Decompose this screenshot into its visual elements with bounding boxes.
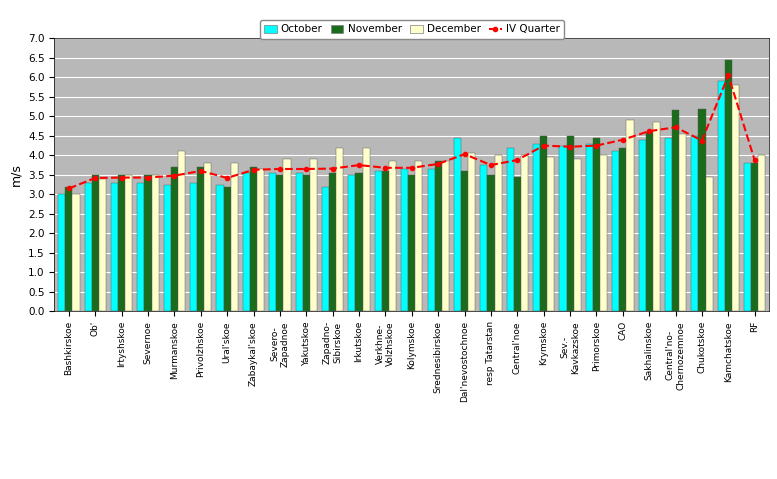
Bar: [593, 138, 600, 311]
Bar: [679, 134, 686, 311]
Bar: [699, 109, 706, 311]
Bar: [152, 175, 159, 311]
Bar: [547, 157, 554, 311]
Bar: [270, 173, 277, 311]
Bar: [416, 161, 423, 311]
Bar: [231, 163, 238, 311]
Bar: [329, 173, 336, 311]
Bar: [125, 175, 132, 311]
Bar: [533, 144, 540, 311]
Bar: [468, 153, 476, 311]
Bar: [665, 138, 672, 311]
Bar: [277, 175, 284, 311]
Bar: [619, 148, 626, 311]
Bar: [718, 81, 725, 311]
Bar: [204, 163, 211, 311]
Bar: [566, 136, 573, 311]
Bar: [751, 163, 758, 311]
Bar: [164, 184, 171, 311]
Bar: [92, 175, 99, 311]
Bar: [65, 186, 72, 311]
Bar: [626, 120, 633, 311]
Bar: [284, 159, 291, 311]
Bar: [217, 184, 224, 311]
Bar: [454, 138, 461, 311]
Bar: [171, 167, 178, 311]
Bar: [58, 194, 65, 311]
Bar: [540, 136, 547, 311]
Bar: [461, 171, 468, 311]
Bar: [521, 155, 528, 311]
Bar: [295, 173, 303, 311]
Bar: [732, 85, 739, 311]
Bar: [480, 165, 487, 311]
Bar: [243, 173, 250, 311]
Bar: [303, 175, 310, 311]
Bar: [672, 111, 679, 311]
Bar: [322, 186, 329, 311]
Bar: [612, 151, 619, 311]
Bar: [706, 177, 713, 311]
Bar: [250, 167, 257, 311]
Bar: [336, 148, 343, 311]
Bar: [99, 179, 106, 311]
Bar: [389, 161, 396, 311]
Bar: [514, 177, 521, 311]
Bar: [507, 148, 514, 311]
Bar: [586, 144, 593, 311]
Bar: [434, 161, 442, 311]
Bar: [257, 169, 264, 311]
Legend: October, November, December, IV Quarter: October, November, December, IV Quarter: [260, 20, 564, 39]
Bar: [85, 182, 92, 311]
Bar: [401, 169, 408, 311]
Bar: [494, 155, 502, 311]
Bar: [692, 136, 699, 311]
Bar: [356, 173, 363, 311]
Bar: [111, 182, 118, 311]
Bar: [600, 155, 607, 311]
Bar: [197, 167, 204, 311]
Bar: [442, 161, 449, 311]
Bar: [310, 159, 317, 311]
Bar: [382, 171, 389, 311]
Bar: [348, 175, 356, 311]
Bar: [758, 155, 765, 311]
Bar: [375, 171, 382, 311]
Bar: [487, 175, 494, 311]
Bar: [725, 60, 732, 311]
Y-axis label: m/s: m/s: [9, 163, 23, 186]
Bar: [744, 163, 751, 311]
Bar: [145, 175, 152, 311]
Bar: [653, 122, 660, 311]
Bar: [573, 159, 580, 311]
Bar: [138, 182, 145, 311]
Bar: [408, 175, 416, 311]
Bar: [178, 151, 185, 311]
Bar: [72, 194, 79, 311]
Bar: [639, 140, 646, 311]
Bar: [190, 182, 197, 311]
Bar: [427, 169, 434, 311]
Bar: [559, 146, 566, 311]
Bar: [363, 148, 370, 311]
Bar: [224, 186, 231, 311]
Bar: [118, 175, 125, 311]
Bar: [646, 132, 653, 311]
